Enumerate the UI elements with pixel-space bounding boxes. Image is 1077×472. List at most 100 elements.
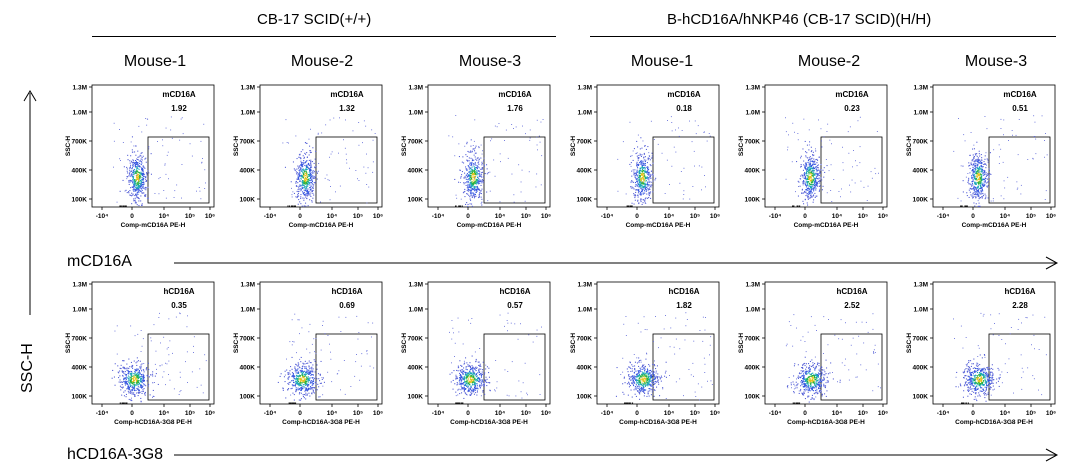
event-dot (464, 381, 466, 383)
event-dot (297, 203, 299, 205)
group-title-humanized: B-hCD16A/hNKP46 (CB-17 SCID)(H/H) (667, 11, 932, 28)
event-dot (471, 368, 473, 370)
event-dot (632, 159, 634, 161)
event-dot (477, 162, 479, 164)
event-dot (804, 175, 806, 177)
event-dot (285, 119, 287, 121)
event-dot (652, 173, 654, 175)
event-dot (650, 394, 652, 396)
event-dot (302, 388, 304, 390)
event-dot (478, 193, 480, 195)
event-dot (477, 180, 479, 182)
event-dot (296, 158, 298, 160)
event-dot (647, 385, 649, 387)
event-dot (470, 178, 472, 180)
event-dot (981, 163, 983, 165)
event-dot (301, 378, 303, 380)
event-dot (138, 382, 140, 384)
event-dot (639, 170, 641, 172)
event-dot (640, 199, 642, 201)
event-dot (478, 147, 480, 149)
event-dot (287, 372, 289, 374)
event-dot (310, 150, 312, 152)
event-dot (644, 368, 646, 370)
event-dot (141, 176, 143, 178)
event-dot (640, 201, 642, 203)
event-dot (486, 385, 488, 387)
event-dot (475, 383, 477, 385)
event-dot (131, 386, 133, 388)
event-dot (137, 368, 139, 370)
event-dot (974, 167, 976, 169)
event-dot (651, 376, 653, 378)
event-dot (643, 163, 645, 165)
event-dot (301, 184, 303, 186)
event-dot (305, 380, 307, 382)
event-dot (479, 365, 481, 367)
event-dot (479, 191, 481, 193)
gate-percentage: 1.32 (339, 104, 355, 113)
event-dot (133, 160, 135, 162)
event-dot (136, 179, 138, 181)
event-dot (806, 173, 808, 175)
event-dot (298, 154, 300, 156)
event-dot (141, 157, 143, 159)
event-dot (641, 170, 643, 172)
event-dot (119, 385, 121, 387)
event-dot (804, 172, 806, 174)
event-dot (304, 181, 306, 183)
x-tick-label: -10⁴ (769, 213, 782, 220)
event-dot (474, 387, 476, 389)
event-dot (980, 180, 982, 182)
event-dot (641, 173, 643, 175)
event-dot (645, 375, 647, 377)
event-dot (998, 163, 1000, 164)
event-dot (494, 389, 495, 391)
event-dot (301, 373, 303, 375)
event-dot (138, 389, 140, 391)
event-dot (484, 379, 486, 381)
event-dot (643, 163, 645, 165)
y-tick-label: 1.3M (73, 85, 87, 92)
event-dot (464, 381, 466, 383)
event-dot (302, 155, 304, 157)
event-dot (142, 168, 144, 170)
event-dot (972, 177, 974, 179)
event-dot (976, 173, 978, 175)
event-dot (469, 186, 471, 188)
event-dot (458, 380, 460, 382)
event-dot (464, 362, 466, 364)
event-dot (984, 181, 986, 183)
event-dot (301, 327, 303, 329)
event-dot (132, 171, 134, 173)
event-dot (302, 381, 304, 383)
y-tick-label: 1.3M (746, 85, 760, 92)
event-dot (302, 377, 304, 379)
row-axis-label-mcd16a: mCD16A (67, 253, 132, 270)
x-tick-label: 10⁴ (1000, 213, 1010, 220)
event-dot (813, 158, 815, 160)
event-dot (305, 383, 307, 385)
event-dot (366, 153, 367, 155)
event-dot (133, 188, 135, 190)
event-dot (630, 205, 632, 207)
event-dot (469, 203, 471, 205)
event-dot (985, 152, 987, 154)
event-dot (140, 187, 142, 189)
event-dot (319, 382, 321, 384)
event-dot (466, 173, 468, 175)
event-dot (1003, 119, 1005, 121)
event-dot (863, 186, 865, 188)
event-dot (474, 384, 476, 386)
event-dot (635, 184, 637, 186)
event-dot (463, 390, 465, 392)
gate-label: mCD16A (1003, 90, 1037, 99)
event-dot (459, 383, 461, 385)
event-dot (645, 180, 647, 182)
event-dot (300, 190, 302, 192)
y-tick-label: 1.0M (73, 110, 87, 117)
event-dot (985, 197, 987, 199)
event-dot (659, 395, 661, 397)
event-dot (136, 364, 138, 366)
